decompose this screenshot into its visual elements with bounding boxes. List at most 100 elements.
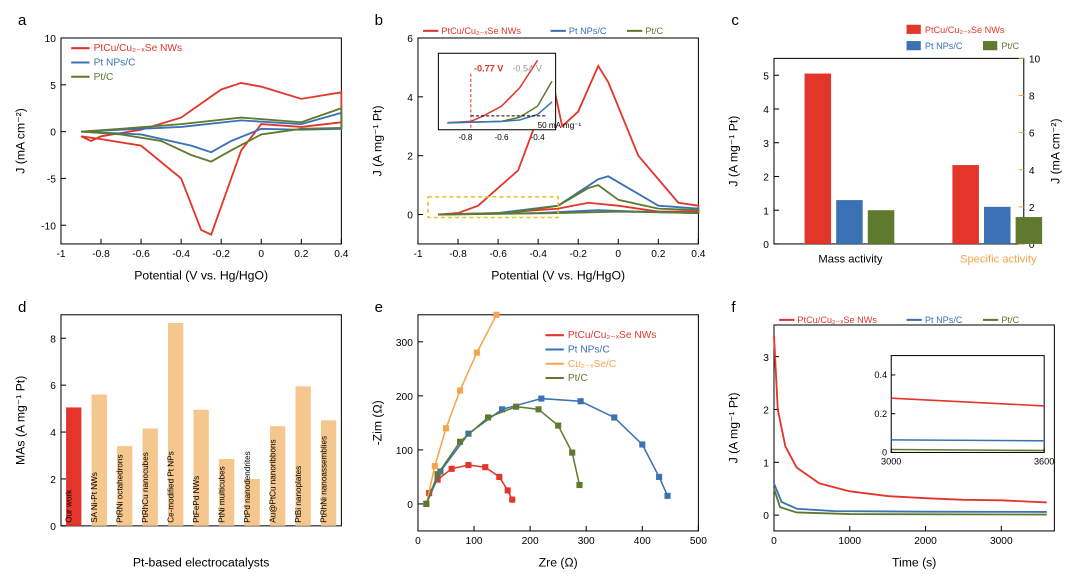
label-c: c bbox=[731, 12, 739, 29]
svg-text:3600: 3600 bbox=[1034, 457, 1054, 467]
svg-text:8: 8 bbox=[50, 335, 56, 346]
panel-e: e01002003004005000100200300Zre (Ω)-Zim (… bbox=[367, 297, 714, 574]
svg-text:Pt/C: Pt/C bbox=[645, 26, 663, 36]
svg-text:J (mA cm⁻²): J (mA cm⁻²) bbox=[1049, 118, 1063, 183]
svg-text:PtNi multicubes: PtNi multicubes bbox=[218, 466, 227, 523]
svg-text:-5: -5 bbox=[47, 174, 56, 185]
svg-text:-1: -1 bbox=[56, 249, 65, 260]
svg-text:0: 0 bbox=[50, 128, 56, 139]
svg-text:PtCu/Cu₂₋ₓSe NWs: PtCu/Cu₂₋ₓSe NWs bbox=[94, 43, 183, 54]
svg-text:SA Ni-Pt NWs: SA Ni-Pt NWs bbox=[90, 472, 99, 523]
chart-c: 0123450246810J (A mg⁻¹ Pt)J (mA cm⁻²)Mas… bbox=[723, 10, 1070, 287]
svg-text:6: 6 bbox=[1029, 129, 1035, 140]
svg-text:J (mA cm⁻²): J (mA cm⁻²) bbox=[13, 108, 27, 173]
label-d: d bbox=[18, 299, 26, 316]
svg-text:6: 6 bbox=[50, 381, 56, 392]
svg-text:3: 3 bbox=[764, 353, 770, 364]
svg-text:-0.77 V: -0.77 V bbox=[474, 64, 504, 74]
svg-text:1: 1 bbox=[764, 206, 770, 217]
panel-f: f01000200030000123Time (s)J (A mg⁻¹ Pt)P… bbox=[723, 297, 1070, 574]
svg-text:3: 3 bbox=[764, 139, 770, 150]
svg-text:4: 4 bbox=[407, 93, 413, 104]
svg-text:2: 2 bbox=[1029, 203, 1035, 214]
svg-text:10: 10 bbox=[45, 34, 57, 45]
svg-text:500: 500 bbox=[690, 536, 707, 547]
svg-text:0.2: 0.2 bbox=[651, 249, 665, 260]
svg-text:Pt/C: Pt/C bbox=[1002, 41, 1020, 51]
svg-text:Pt NPs/C: Pt NPs/C bbox=[568, 345, 610, 356]
svg-text:Pt/C: Pt/C bbox=[568, 373, 588, 384]
svg-text:Pt NPs/C: Pt NPs/C bbox=[569, 26, 607, 36]
svg-text:5: 5 bbox=[50, 81, 56, 92]
svg-text:PtCu/Cu₂₋ₓSe NWs: PtCu/Cu₂₋ₓSe NWs bbox=[798, 315, 878, 325]
svg-text:-0.6: -0.6 bbox=[489, 249, 507, 260]
svg-text:J (A mg⁻¹ Pt): J (A mg⁻¹ Pt) bbox=[727, 116, 741, 187]
svg-text:2: 2 bbox=[50, 475, 56, 486]
svg-text:Zre (Ω): Zre (Ω) bbox=[538, 556, 577, 570]
svg-text:0: 0 bbox=[771, 536, 777, 547]
svg-text:-0.6: -0.6 bbox=[494, 133, 509, 142]
svg-text:2: 2 bbox=[764, 173, 770, 184]
svg-text:2000: 2000 bbox=[915, 536, 938, 547]
svg-text:200: 200 bbox=[521, 536, 538, 547]
svg-text:0: 0 bbox=[415, 536, 421, 547]
svg-text:4: 4 bbox=[1029, 166, 1035, 177]
svg-text:5: 5 bbox=[764, 71, 770, 82]
panel-c: c0123450246810J (A mg⁻¹ Pt)J (mA cm⁻²)Ma… bbox=[723, 10, 1070, 287]
svg-text:10: 10 bbox=[1029, 54, 1041, 65]
svg-text:-0.4: -0.4 bbox=[172, 249, 190, 260]
svg-text:Time (s): Time (s) bbox=[892, 556, 936, 570]
label-f: f bbox=[731, 299, 735, 316]
svg-text:0.4: 0.4 bbox=[334, 249, 348, 260]
label-b: b bbox=[375, 12, 383, 29]
svg-text:300: 300 bbox=[577, 536, 594, 547]
svg-text:2: 2 bbox=[764, 406, 770, 417]
svg-text:Potential (V vs. Hg/HgO): Potential (V vs. Hg/HgO) bbox=[134, 269, 268, 283]
svg-text:Pt/C: Pt/C bbox=[94, 72, 114, 83]
svg-text:PtCu/Cu₂₋ₓSe NWs: PtCu/Cu₂₋ₓSe NWs bbox=[925, 25, 1005, 35]
svg-text:Potential (V vs. Hg/HgO): Potential (V vs. Hg/HgO) bbox=[491, 269, 625, 283]
svg-text:Pt NPs/C: Pt NPs/C bbox=[925, 315, 963, 325]
svg-text:Pt/C: Pt/C bbox=[1002, 315, 1020, 325]
svg-text:4: 4 bbox=[50, 428, 56, 439]
svg-text:6: 6 bbox=[407, 34, 413, 45]
svg-text:PtRNi octahedrons: PtRNi octahedrons bbox=[116, 455, 125, 523]
chart-e: 01002003004005000100200300Zre (Ω)-Zim (Ω… bbox=[367, 297, 714, 574]
svg-text:Ce-modified Pt NPs: Ce-modified Pt NPs bbox=[167, 452, 176, 523]
svg-text:PtPd nanodendrites: PtPd nanodendrites bbox=[243, 452, 252, 524]
svg-text:-0.4: -0.4 bbox=[529, 249, 547, 260]
svg-text:PtBi nanoplates: PtBi nanoplates bbox=[294, 466, 303, 523]
svg-text:0: 0 bbox=[764, 511, 770, 522]
svg-text:Specific activity: Specific activity bbox=[960, 253, 1037, 265]
svg-text:300: 300 bbox=[396, 338, 413, 349]
svg-text:Our work: Our work bbox=[65, 489, 74, 523]
panel-d: d 0 2 4 6 8 Pt-based electrocatalysts MAs (A mg… bbox=[10, 297, 357, 574]
panel-a: a-1-0.8-0.6-0.4-0.200.20.4-10-50510Poten… bbox=[10, 10, 357, 287]
svg-text:0.4: 0.4 bbox=[875, 370, 888, 380]
svg-text:-0.4: -0.4 bbox=[530, 133, 545, 142]
chart-a: -1-0.8-0.6-0.4-0.200.20.4-10-50510Potent… bbox=[10, 10, 357, 287]
svg-text:-0.2: -0.2 bbox=[212, 249, 230, 260]
chart-b: -1-0.8-0.6-0.4-0.200.20.40246Potential (… bbox=[367, 10, 714, 287]
svg-text:0: 0 bbox=[50, 522, 56, 533]
svg-text:1: 1 bbox=[764, 459, 770, 470]
svg-text:100: 100 bbox=[396, 446, 413, 457]
svg-text:0: 0 bbox=[407, 500, 413, 511]
chart-d: 0 2 4 6 8 Pt-based electrocatalysts MAs (A mg⁻… bbox=[10, 297, 357, 574]
svg-text:-10: -10 bbox=[41, 221, 56, 232]
panel-b: b-1-0.8-0.6-0.4-0.200.20.40246Potential … bbox=[367, 10, 714, 287]
svg-text:1000: 1000 bbox=[839, 536, 862, 547]
svg-text:0.2: 0.2 bbox=[875, 409, 888, 419]
svg-text:50 mA mg⁻¹: 50 mA mg⁻¹ bbox=[537, 121, 581, 130]
svg-text:MAs (A mg⁻¹ Pt): MAs (A mg⁻¹ Pt) bbox=[13, 376, 27, 465]
svg-text:PtCu/Cu₂₋ₓSe NWs: PtCu/Cu₂₋ₓSe NWs bbox=[568, 330, 657, 341]
svg-text:-0.8: -0.8 bbox=[92, 249, 110, 260]
svg-text:-0.54 V: -0.54 V bbox=[512, 64, 542, 74]
svg-text:0: 0 bbox=[258, 249, 264, 260]
svg-text:2: 2 bbox=[407, 152, 413, 163]
svg-text:0.2: 0.2 bbox=[294, 249, 308, 260]
svg-text:Pt NPs/C: Pt NPs/C bbox=[94, 58, 136, 69]
svg-text:PtCu/Cu₂₋ₓSe NWs: PtCu/Cu₂₋ₓSe NWs bbox=[441, 26, 521, 36]
svg-text:Pt-based electrocatalysts: Pt-based electrocatalysts bbox=[133, 556, 270, 570]
svg-text:PtRhCu nanocubes: PtRhCu nanocubes bbox=[141, 452, 150, 523]
